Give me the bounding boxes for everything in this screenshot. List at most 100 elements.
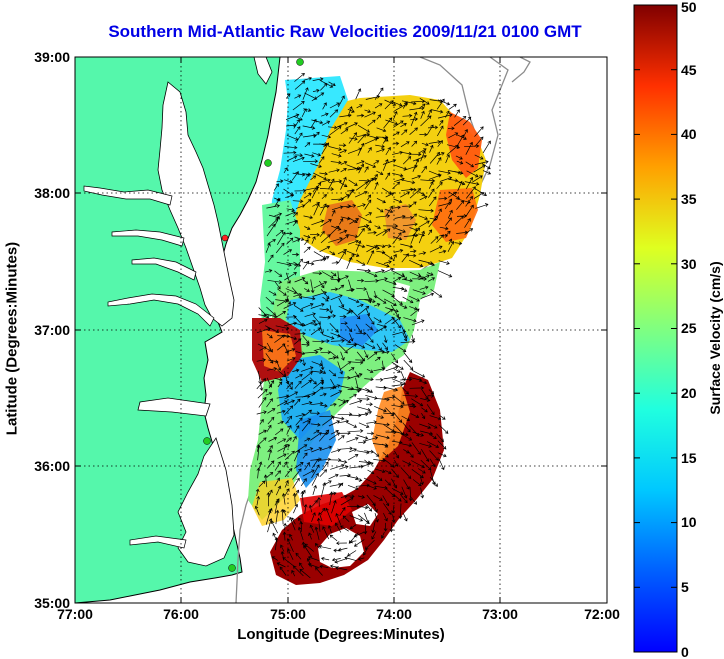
- velocity-arrow: [363, 350, 369, 359]
- velocity-arrow: [382, 159, 389, 171]
- velocity-arrow: [392, 205, 401, 210]
- velocity-arrow: [357, 305, 370, 316]
- velocity-arrow: [421, 165, 427, 174]
- velocity-arrow: [420, 115, 432, 127]
- velocity-arrow: [375, 385, 387, 390]
- velocity-arrow: [446, 144, 459, 156]
- velocity-arrow: [376, 170, 384, 176]
- velocity-arrow: [429, 458, 436, 468]
- velocity-arrow: [466, 170, 479, 178]
- velocity-arrow: [383, 375, 398, 380]
- velocity-arrow: [411, 460, 425, 469]
- velocity-arrow: [277, 381, 283, 388]
- velocity-arrow: [474, 126, 484, 137]
- velocity-arrow: [367, 351, 378, 360]
- velocity-arrow: [418, 220, 430, 228]
- velocity-arrow: [402, 394, 419, 399]
- velocity-arrow: [436, 152, 445, 157]
- velocity-arrow: [292, 101, 305, 111]
- neuse-river: [129, 535, 187, 549]
- velocity-arrow: [373, 160, 380, 165]
- velocity-arrow: [329, 251, 336, 255]
- velocity-arrow: [391, 404, 404, 409]
- velocity-arrow: [321, 461, 329, 471]
- velocity-arrow: [309, 232, 320, 237]
- velocity-arrow: [334, 557, 348, 564]
- velocity-arrow: [340, 497, 354, 506]
- velocity-arrow: [400, 339, 416, 344]
- velocity-arrow: [266, 333, 273, 339]
- velocity-arrow: [366, 431, 375, 436]
- velocity-arrow: [356, 259, 366, 266]
- velocity-arrow: [319, 230, 325, 238]
- velocity-arrow: [383, 503, 392, 515]
- velocity-arrow: [256, 358, 267, 362]
- velocity-arrow: [294, 277, 306, 283]
- velocity-arrow: [430, 289, 443, 298]
- velocity-arrow: [364, 449, 375, 454]
- velocity-arrow: [293, 258, 303, 270]
- velocity-arrow: [391, 440, 403, 445]
- velocity-arrow: [330, 271, 337, 277]
- velocity-arrow: [282, 443, 288, 453]
- velocity-arrow: [348, 373, 363, 379]
- velocity-arrow: [412, 479, 422, 487]
- velocity-arrow: [384, 100, 394, 110]
- velocity-arrow: [301, 303, 314, 309]
- velocity-arrow: [304, 447, 314, 452]
- velocity-arrow: [374, 103, 383, 109]
- velocity-arrow: [308, 532, 312, 540]
- velocity-arrow: [394, 450, 399, 459]
- velocity-arrow: [303, 246, 311, 253]
- velocity-arrow: [409, 201, 417, 207]
- velocity-arrow: [408, 451, 414, 458]
- velocity-arrow: [366, 420, 378, 425]
- velocity-arrow: [465, 195, 473, 207]
- velocity-arrow: [464, 181, 480, 186]
- velocity-arrow: [339, 446, 353, 451]
- velocity-arrow: [274, 537, 279, 551]
- velocity-arrow: [267, 366, 278, 371]
- velocity-arrow: [429, 476, 438, 487]
- velocity-arrow: [339, 218, 344, 225]
- velocity-arrow: [421, 413, 426, 420]
- velocity-arrow: [475, 203, 489, 209]
- velocity-arrow: [374, 397, 390, 402]
- velocity-arrow: [392, 276, 402, 283]
- velocity-arrow: [337, 275, 349, 281]
- velocity-arrow: [328, 237, 343, 243]
- velocity-arrow: [474, 136, 484, 147]
- velocity-arrow: [313, 131, 320, 138]
- isobath-line: [511, 57, 531, 83]
- colorbar-tick-label: 30: [681, 256, 697, 272]
- velocity-arrow: [349, 393, 357, 399]
- velocity-arrow: [419, 195, 428, 201]
- velocity-arrow: [284, 467, 293, 478]
- velocity-arrow: [301, 371, 313, 381]
- velocity-arrow: [454, 109, 460, 118]
- velocity-arrow: [391, 468, 399, 478]
- velocity-arrow: [391, 378, 406, 385]
- velocity-arrow: [418, 230, 425, 244]
- velocity-arrow: [400, 494, 408, 504]
- velocity-arrow: [302, 260, 310, 270]
- velocity-arrow: [295, 132, 303, 144]
- velocity-arrow: [383, 267, 394, 273]
- velocity-arrow: [331, 153, 342, 158]
- velocity-arrow: [346, 310, 354, 315]
- colorbar-tick-label: 0: [681, 644, 689, 659]
- velocity-arrow: [331, 499, 337, 514]
- velocity-arrow: [358, 215, 372, 224]
- velocity-arrow: [328, 81, 336, 87]
- velocity-arrow: [320, 219, 332, 227]
- velocity-arrow: [292, 212, 298, 218]
- velocity-arrow: [304, 239, 309, 246]
- velocity-arrow: [267, 279, 283, 284]
- velocity-arrow: [366, 333, 374, 343]
- velocity-arrow: [292, 368, 300, 373]
- velocity-arrow: [304, 288, 310, 292]
- velocity-arrow: [312, 182, 322, 193]
- velocity-arrow: [364, 109, 372, 113]
- velocity-arrow: [337, 334, 352, 344]
- velocity-arrow: [328, 314, 337, 318]
